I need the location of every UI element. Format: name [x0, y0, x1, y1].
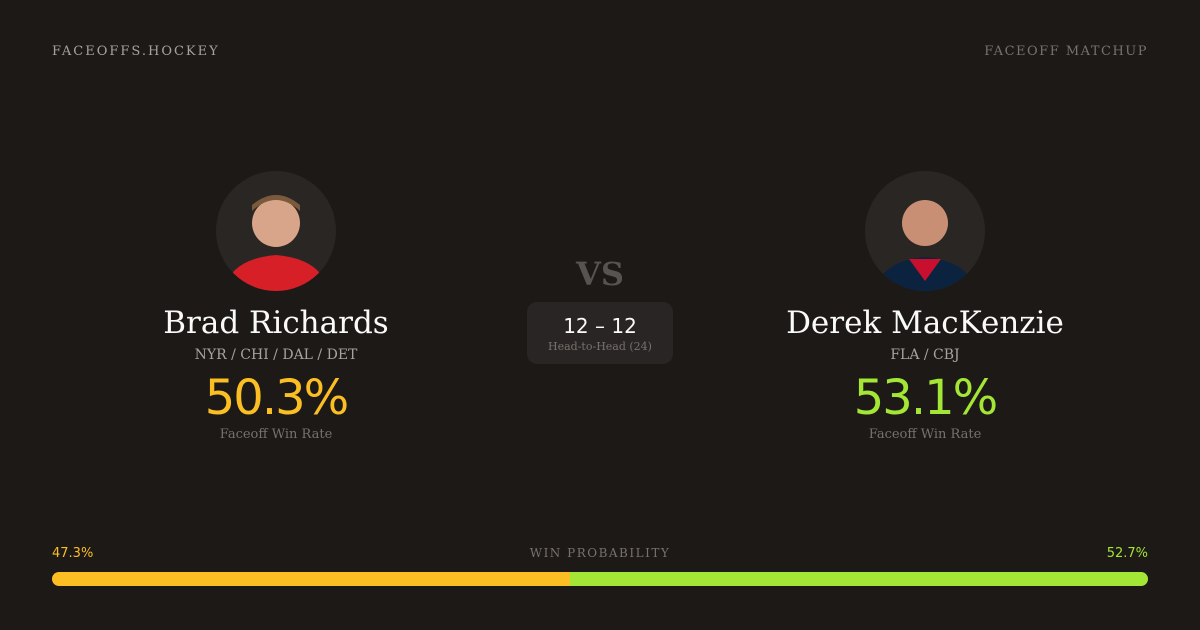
head-to-head-label: Head-to-Head (24) [548, 340, 652, 353]
player-card-left: Brad Richards NYR / CHI / DAL / DET 50.3… [66, 171, 486, 442]
win-probability-right: 52.7% [1106, 546, 1148, 561]
win-probability-left: 47.3% [52, 546, 94, 561]
player-teams: NYR / CHI / DAL / DET [194, 347, 358, 363]
faceoff-win-rate: 50.3% [204, 370, 349, 426]
head-to-head-score: 12 – 12 [563, 314, 637, 338]
player-name: Brad Richards [163, 305, 389, 341]
win-rate-label: Faceoff Win Rate [868, 427, 982, 442]
player-avatar [865, 171, 985, 291]
head-to-head-box: 12 – 12 Head-to-Head (24) [527, 302, 673, 364]
page-tag: FACEOFF MATCHUP [984, 44, 1148, 59]
win-probability-right-segment [570, 572, 1148, 586]
faceoff-win-rate: 53.1% [853, 370, 998, 426]
win-probability-title: WIN PROBABILITY [529, 546, 671, 560]
site-brand: FACEOFFS.HOCKEY [52, 44, 220, 59]
win-probability-left-segment [52, 572, 571, 586]
win-probability-bar [52, 572, 1148, 586]
win-rate-label: Faceoff Win Rate [219, 427, 333, 442]
player-name: Derek MacKenzie [786, 305, 1064, 341]
player-teams: FLA / CBJ [890, 347, 960, 363]
player-card-right: Derek MacKenzie FLA / CBJ 53.1% Faceoff … [715, 171, 1135, 442]
player-avatar [216, 171, 336, 291]
vs-label: VS [576, 255, 624, 293]
